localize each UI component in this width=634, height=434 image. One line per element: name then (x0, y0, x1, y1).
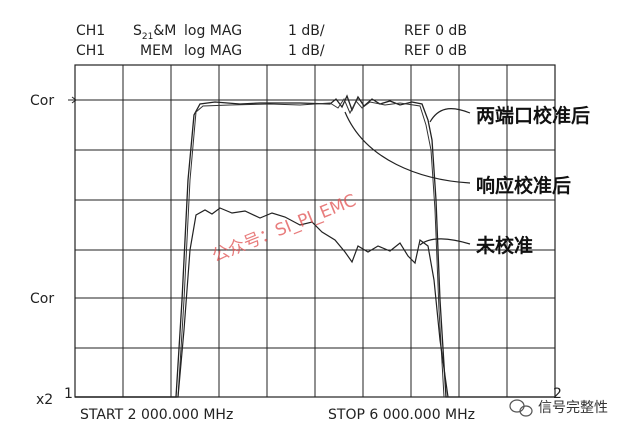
format: log MAG (184, 43, 242, 59)
ref: REF 0 dB (404, 23, 467, 39)
ref-arrow (68, 96, 77, 104)
format: log MAG (184, 23, 242, 39)
grid (74, 64, 556, 398)
brand: 信号完整性 (538, 400, 608, 416)
x2-label: x2 (36, 392, 53, 408)
scale: 1 dB/ (288, 43, 325, 59)
channel: CH1 (76, 43, 105, 59)
start-freq: START 2 000.000 MHz (80, 407, 233, 423)
marker-label: 2 (553, 386, 562, 402)
annotation: 响应校准后 (476, 174, 571, 197)
param: MEM (140, 43, 173, 59)
cor-label: Cor (30, 291, 54, 307)
pointer (344, 111, 471, 184)
trace-response (75, 97, 445, 398)
param-sub: 21 (142, 32, 153, 42)
brand-icon (509, 399, 533, 417)
ref: REF 0 dB (404, 43, 467, 59)
param-base: S (133, 23, 142, 39)
cor-label: Cor (30, 93, 54, 109)
marker-label: 1 (64, 386, 73, 402)
param-rest: &M (153, 23, 176, 39)
annotation: 两端口校准后 (476, 104, 590, 127)
pointer (429, 108, 471, 123)
channel: CH1 (76, 23, 105, 39)
scale: 1 dB/ (288, 23, 325, 39)
annotation: 未校准 (475, 234, 533, 257)
pointer (419, 238, 471, 246)
stop-freq: STOP 6 000.000 MHz (328, 407, 475, 423)
param: S21&M (133, 23, 176, 42)
trace-uncal (75, 207, 449, 398)
